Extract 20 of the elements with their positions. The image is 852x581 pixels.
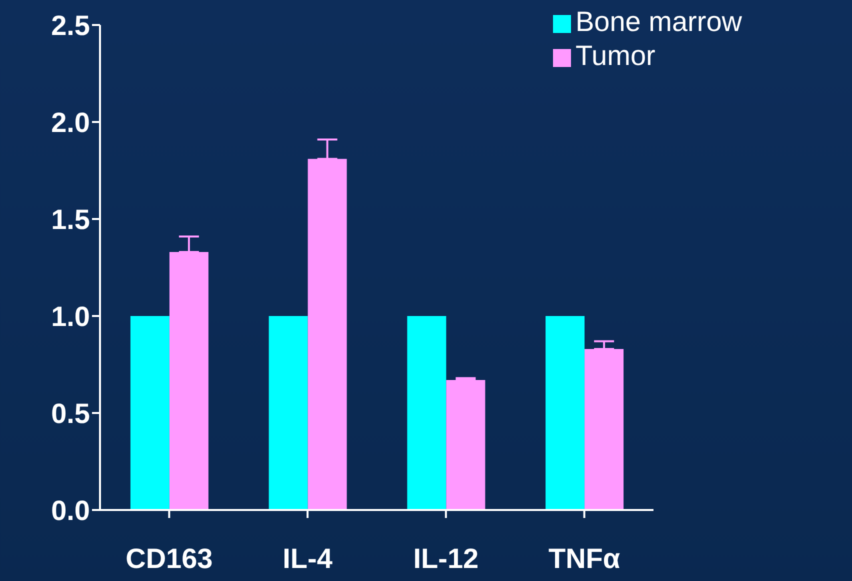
bar — [546, 316, 585, 510]
bar — [584, 348, 624, 510]
y-tick-label: 2.0 — [51, 106, 90, 138]
x-tick-label: TNFα — [548, 542, 620, 574]
x-tick-label: IL-12 — [413, 542, 479, 574]
legend-label: Bone marrow — [575, 6, 742, 37]
x-tick-label: CD163 — [126, 542, 213, 574]
legend-label: Tumor — [575, 40, 656, 71]
bar — [268, 316, 308, 510]
bar — [130, 316, 170, 510]
y-tick-label: 0.0 — [51, 494, 90, 526]
bar — [407, 316, 446, 510]
bar — [308, 158, 347, 510]
y-tick-label: 1.0 — [51, 300, 90, 332]
y-tick-label: 1.5 — [51, 204, 90, 235]
y-tick-label: 2.5 — [51, 10, 90, 41]
x-tick-label: IL-4 — [282, 542, 333, 574]
y-tick-label: 0.5 — [51, 398, 90, 429]
bar — [446, 380, 486, 510]
bar — [169, 252, 208, 510]
